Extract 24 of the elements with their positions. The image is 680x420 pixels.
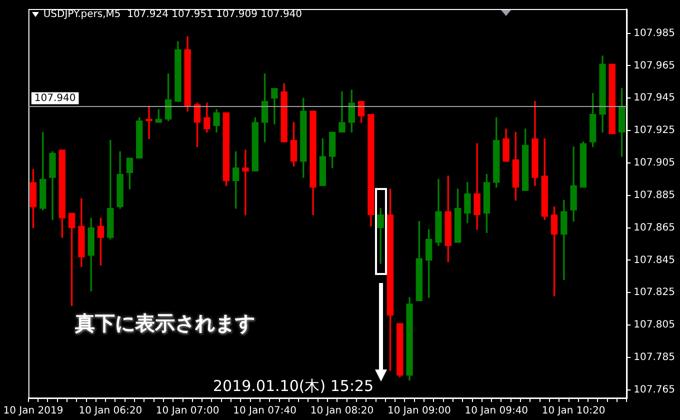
annotation: 真下に表示されます <box>75 310 255 337</box>
y-tick-label: 107.985 <box>634 28 676 39</box>
y-tick-label: 107.905 <box>634 158 676 169</box>
annotation: 2019.01.10(木) 15:25 <box>213 377 374 396</box>
y-tick-label: 107.965 <box>634 60 676 72</box>
x-tick-label: 10 Jan 07:00 <box>156 406 220 417</box>
x-tick-label: 10 Jan 2019 <box>3 406 64 417</box>
y-tick-label: 107.785 <box>634 352 676 364</box>
y-tick-label: 107.805 <box>634 320 676 331</box>
x-tick-label: 10 Jan 10:20 <box>542 406 606 417</box>
x-tick-label: 10 Jan 07:40 <box>233 406 296 417</box>
y-tick-label: 107.865 <box>634 222 676 234</box>
x-tick-label: 10 Jan 09:00 <box>388 406 451 417</box>
y-tick-label: 107.825 <box>634 287 676 298</box>
x-tick-label: 10 Jan 09:40 <box>464 406 528 417</box>
y-tick-label: 107.765 <box>634 384 676 396</box>
y-tick-label: 107.945 <box>634 92 676 104</box>
x-tick-label: 10 Jan 08:20 <box>310 406 374 417</box>
ref-line-label: 107.940 <box>34 92 76 104</box>
y-tick-label: 107.885 <box>634 190 676 201</box>
y-tick-label: 107.845 <box>634 254 676 266</box>
x-tick-label: 10 Jan 06:20 <box>78 406 142 417</box>
y-tick-label: 107.925 <box>634 125 676 136</box>
chart-title: USDJPY.pers,M5 107.924 107.951 107.909 107.940 <box>43 9 302 20</box>
